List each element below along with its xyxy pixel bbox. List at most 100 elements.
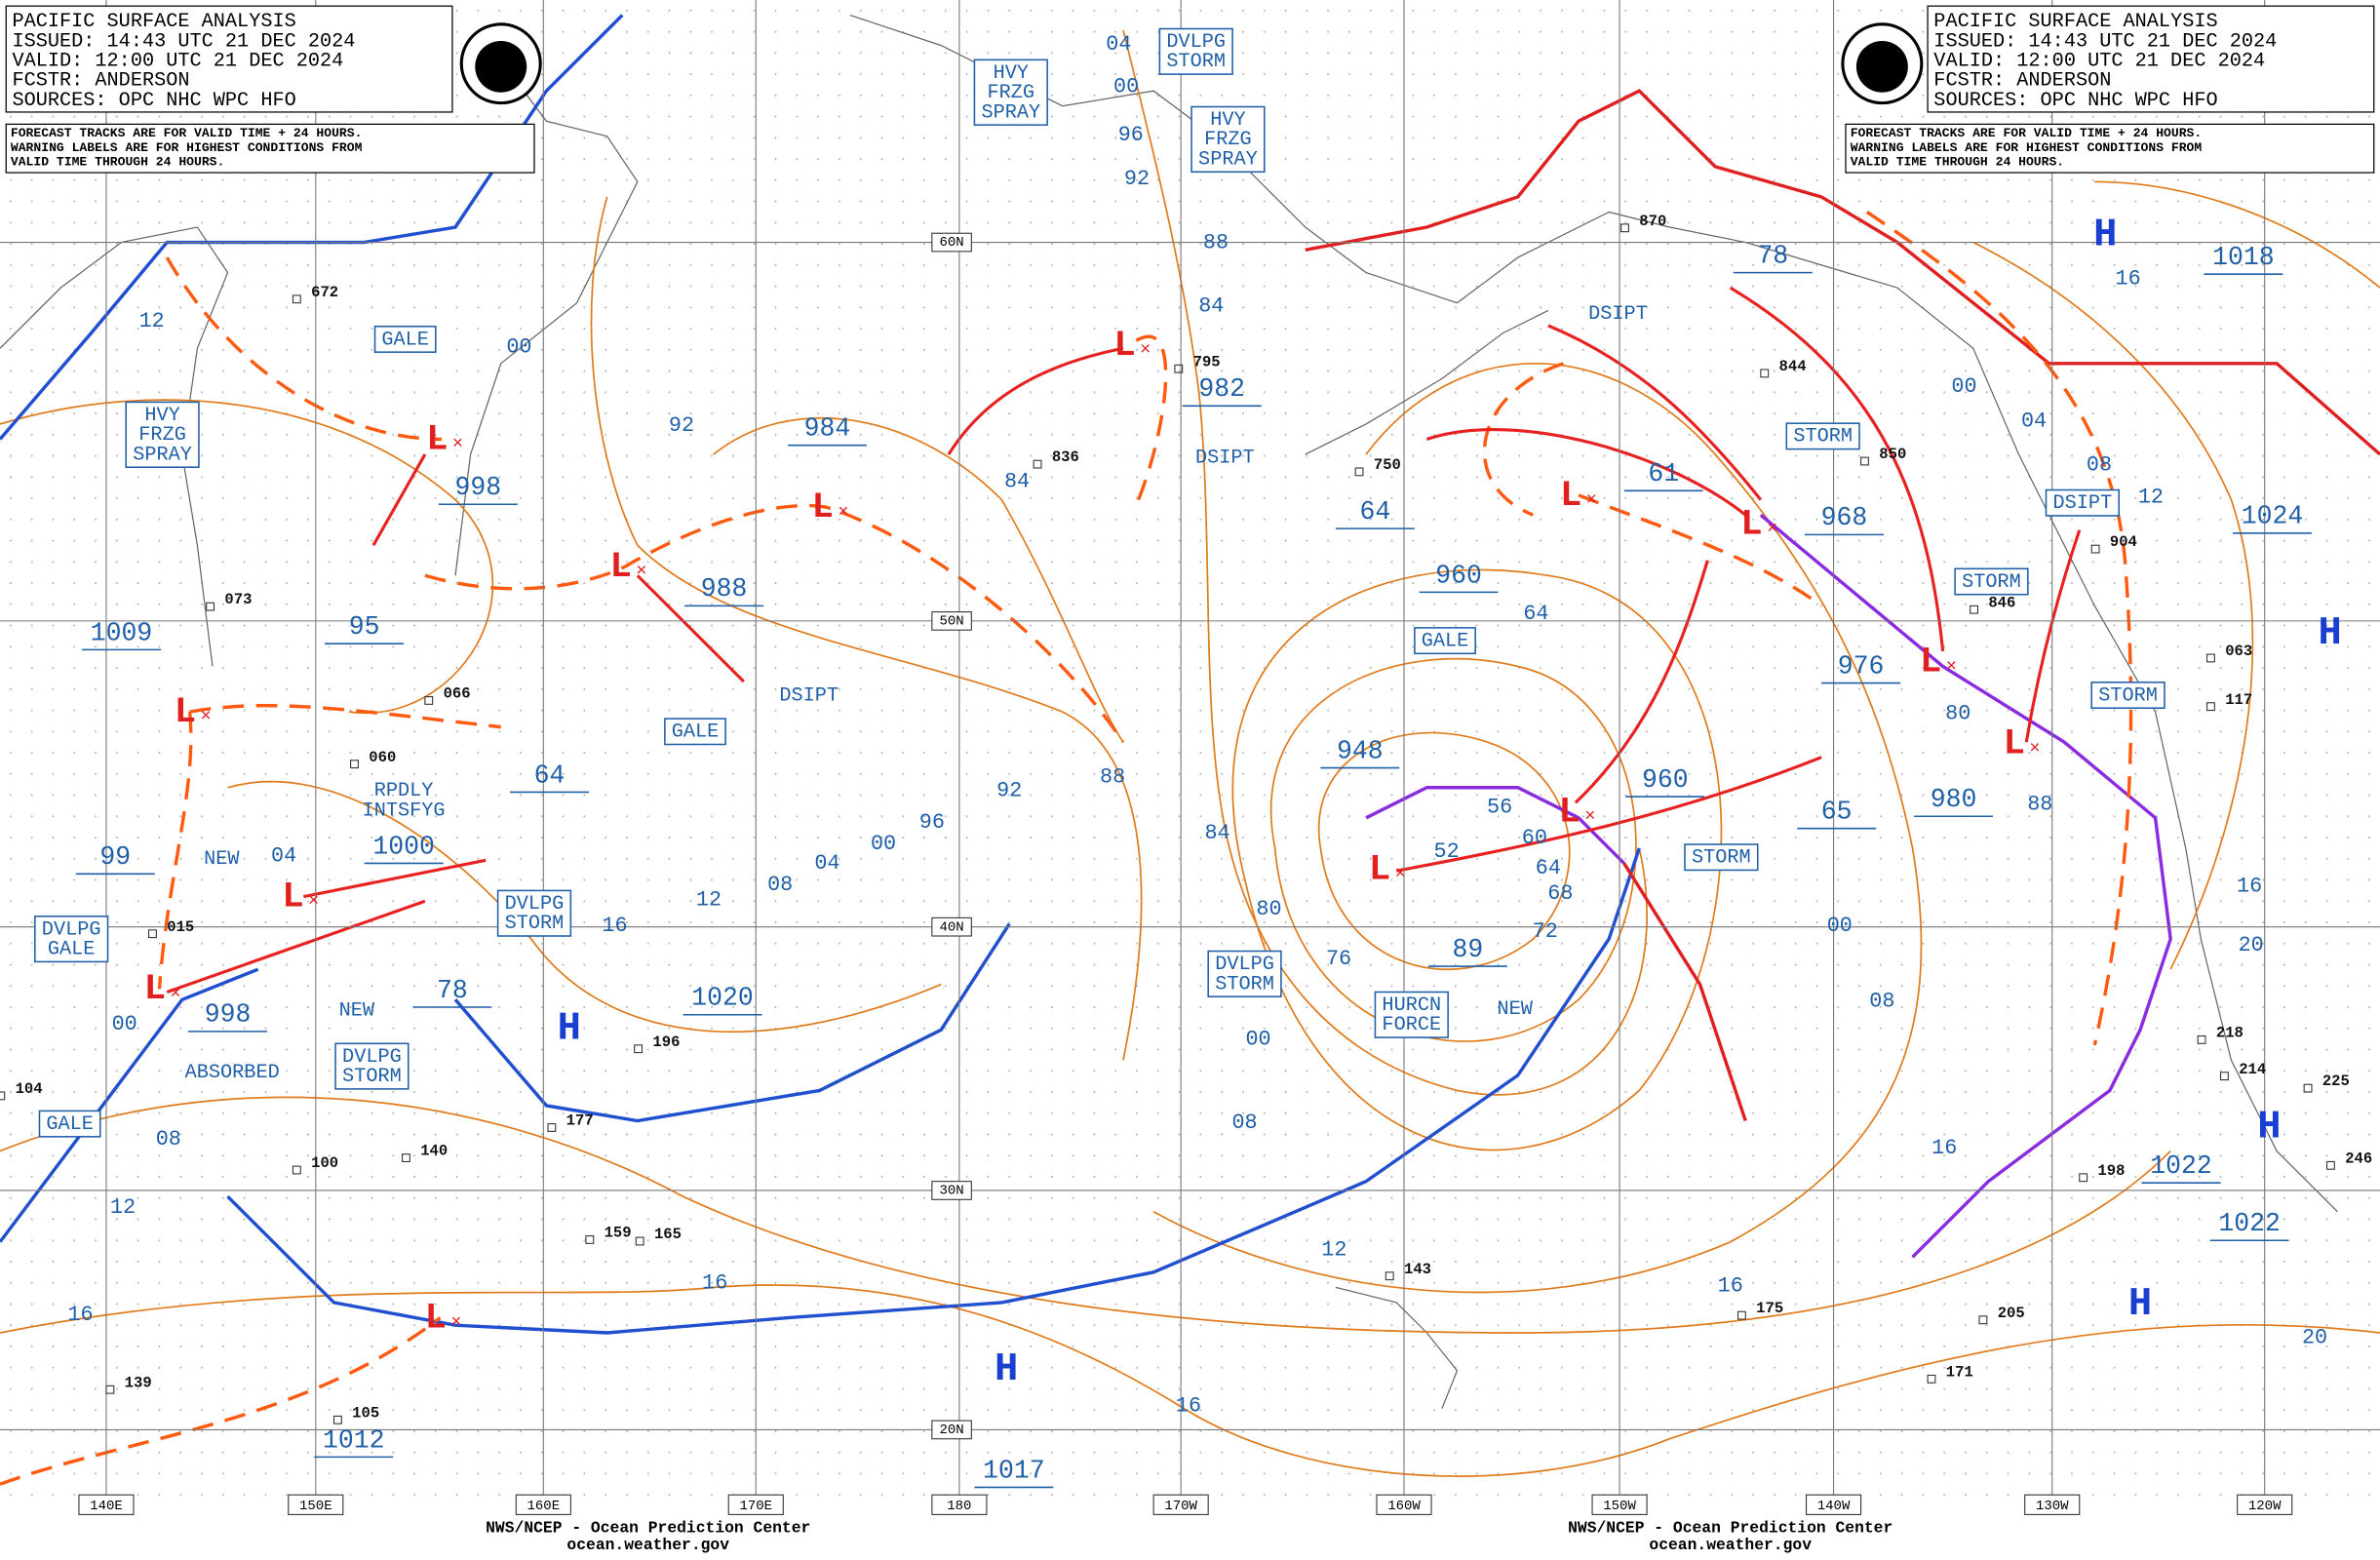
low-x: × bbox=[1395, 863, 1406, 884]
low-center: L bbox=[1558, 793, 1580, 834]
isobar-label: 16 bbox=[602, 914, 627, 938]
low-center: L bbox=[1113, 326, 1135, 367]
station-mark bbox=[1927, 1374, 1936, 1384]
station-mark bbox=[424, 696, 434, 705]
high-center: H bbox=[2257, 1105, 2281, 1150]
pressure-label: 960 bbox=[1642, 765, 1689, 795]
station-pressure: 246 bbox=[2345, 1150, 2372, 1167]
station-mark bbox=[2303, 1083, 2313, 1093]
note-line: FORECAST TRACKS ARE FOR VALID TIME + 24 … bbox=[11, 126, 363, 140]
warning-label: FRZG bbox=[988, 82, 1035, 104]
warning-box bbox=[1158, 27, 1233, 75]
station-mark bbox=[148, 929, 157, 939]
station-mark bbox=[1978, 1315, 1988, 1325]
remark: DSIPT bbox=[779, 684, 839, 707]
warning-label: STORM bbox=[342, 1066, 402, 1088]
station-pressure: 836 bbox=[1052, 448, 1079, 466]
isobar-label: 00 bbox=[1951, 374, 1976, 399]
remark: DSIPT bbox=[1195, 447, 1255, 469]
warning-box bbox=[125, 401, 200, 468]
station-mark bbox=[2205, 702, 2215, 712]
station-mark bbox=[1385, 1271, 1394, 1281]
low-center: L bbox=[282, 877, 303, 917]
longitude-label: 130W bbox=[2036, 1499, 2069, 1514]
isobar-label: 80 bbox=[1256, 897, 1281, 921]
station-pressure: 063 bbox=[2225, 643, 2252, 660]
station-pressure: 214 bbox=[2239, 1061, 2266, 1078]
lon-label-box bbox=[931, 1494, 988, 1515]
low-x: × bbox=[1586, 489, 1597, 511]
isobar-label: 04 bbox=[814, 851, 839, 876]
warning-label: GALE bbox=[46, 1113, 94, 1136]
remark: NEW bbox=[1497, 998, 1533, 1021]
warning-box bbox=[1414, 627, 1476, 655]
station-mark bbox=[1970, 604, 1979, 614]
isobar-label: 16 bbox=[1176, 1393, 1201, 1418]
warning-label: DVLPG bbox=[1166, 31, 1226, 54]
low-x: × bbox=[838, 501, 848, 523]
isobar-label: 08 bbox=[1231, 1111, 1257, 1135]
pressure-label: 65 bbox=[1821, 798, 1853, 827]
pressure-label: 1009 bbox=[91, 618, 153, 647]
low-x: × bbox=[2029, 737, 2040, 759]
remark: ABSORBED bbox=[185, 1062, 280, 1084]
note-line: VALID TIME THROUGH 24 HOURS. bbox=[1851, 155, 2064, 170]
isobar-label: 60 bbox=[1522, 826, 1547, 850]
station-mark bbox=[1760, 369, 1770, 378]
warning-box bbox=[1785, 422, 1860, 450]
header-line: VALID: 12:00 UTC 21 DEC 2024 bbox=[1933, 50, 2265, 72]
pressure-label: 78 bbox=[437, 976, 468, 1005]
station-mark bbox=[1620, 223, 1629, 233]
lon-label-box bbox=[2024, 1494, 2081, 1515]
isobar-label: 08 bbox=[156, 1127, 181, 1151]
pressure-label: 976 bbox=[1838, 651, 1885, 681]
warning-label: DVLPG bbox=[505, 893, 565, 916]
station-mark bbox=[1033, 459, 1042, 469]
station-mark bbox=[1860, 456, 1869, 466]
isobar-label: 84 bbox=[1204, 821, 1229, 845]
station-mark bbox=[2325, 1160, 2335, 1170]
warning-label: FORCE bbox=[1382, 1014, 1441, 1036]
isobar-label: 64 bbox=[1523, 602, 1548, 626]
station-mark bbox=[547, 1123, 557, 1132]
forecast-tracks bbox=[166, 286, 2082, 994]
station-mark bbox=[634, 1044, 644, 1054]
low-x: × bbox=[450, 1311, 461, 1333]
station-mark bbox=[2090, 544, 2100, 554]
station-pressure: 104 bbox=[16, 1080, 43, 1098]
footer: ocean.weather.gov bbox=[566, 1536, 729, 1554]
pressure-label: 998 bbox=[205, 1000, 252, 1030]
warning-box bbox=[973, 58, 1048, 126]
station-pressure: 073 bbox=[224, 591, 252, 608]
pressure-label: 948 bbox=[1337, 736, 1384, 765]
isobar-label: 80 bbox=[1945, 701, 1970, 725]
warning-label: SPRAY bbox=[133, 444, 192, 466]
isobar-label: 08 bbox=[2087, 453, 2112, 478]
isobar-label: 96 bbox=[1118, 123, 1144, 147]
pressure-label: 1024 bbox=[2242, 502, 2304, 531]
isobar-label: 16 bbox=[1931, 1136, 1957, 1160]
isobar-label: 12 bbox=[139, 309, 165, 333]
warning-box bbox=[334, 1042, 410, 1090]
station-mark bbox=[2219, 1072, 2229, 1081]
isobar-label: 88 bbox=[1203, 230, 1229, 254]
isobar-label: 12 bbox=[1321, 1237, 1346, 1262]
longitude-label: 170W bbox=[1164, 1499, 1197, 1514]
station-pressure: 177 bbox=[566, 1112, 594, 1130]
low-center: L bbox=[425, 1298, 447, 1339]
station-pressure: 117 bbox=[2225, 691, 2252, 709]
station-mark bbox=[2205, 653, 2215, 663]
station-pressure: 165 bbox=[654, 1226, 682, 1243]
warning-label: HVY bbox=[994, 62, 1029, 85]
warning-box bbox=[1207, 950, 1282, 997]
warning-box bbox=[2045, 488, 2121, 517]
warning-label: SPRAY bbox=[1198, 148, 1258, 171]
station-pressure: 100 bbox=[311, 1154, 338, 1172]
isobar-label: 84 bbox=[1004, 470, 1030, 494]
header-box bbox=[5, 5, 453, 113]
lat-label-box bbox=[931, 1420, 972, 1440]
station-mark bbox=[1736, 1310, 1746, 1320]
pressure-label: 1012 bbox=[323, 1425, 385, 1455]
low-x: × bbox=[636, 561, 646, 582]
low-x: × bbox=[452, 433, 463, 454]
